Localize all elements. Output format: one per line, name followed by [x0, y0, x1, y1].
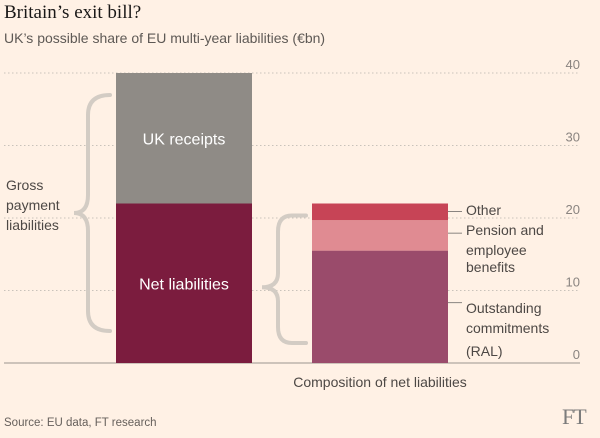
segment-label-outstanding-commitments-ral-line-2: (RAL)	[466, 343, 503, 359]
segment-label-pension-and-employee-benefits-line-0: Pension and	[466, 222, 544, 238]
chart-subtitle: UK’s possible share of EU multi-year lia…	[4, 30, 326, 46]
chart-title: Britain’s exit bill?	[4, 2, 142, 23]
bar-label-uk-receipts: UK receipts	[143, 131, 226, 148]
segment-label-pension-and-employee-benefits-line-1: employee	[466, 242, 527, 258]
bar-segment-pension-and-employee-benefits	[312, 220, 448, 251]
bar-segment-net-liabilities	[116, 203, 252, 363]
y-tick-label-30: 30	[566, 130, 580, 145]
source-note: Source: EU data, FT research	[4, 417, 157, 429]
brace-label-gross-line-2: liabilities	[6, 217, 59, 233]
segment-label-pension-and-employee-benefits-line-2: benefits	[466, 259, 515, 275]
y-tick-label-20: 20	[566, 202, 580, 217]
brace-net	[261, 213, 308, 345]
bar-segment-outstanding-commitments-ral	[312, 250, 448, 363]
y-tick-label-0: 0	[573, 347, 580, 362]
segment-label-outstanding-commitments-ral-line-1: commitments	[466, 320, 549, 336]
segment-label-other-line-0: Other	[466, 202, 501, 218]
brace-label-gross-line-1: payment	[6, 197, 60, 213]
x-label-composition: Composition of net liabilities	[293, 374, 467, 390]
brace-label-gross-line-0: Gross	[6, 177, 43, 193]
brace-gross	[73, 93, 112, 333]
segment-label-outstanding-commitments-ral-line-0: Outstanding	[466, 300, 542, 316]
ft-logo: FT	[562, 404, 587, 429]
y-tick-label-10: 10	[566, 275, 580, 290]
y-tick-label-40: 40	[566, 57, 580, 72]
bar-label-net-liabilities: Net liabilities	[139, 276, 229, 293]
bar-segment-other	[312, 203, 448, 221]
bar-segment-uk-receipts	[116, 73, 252, 204]
